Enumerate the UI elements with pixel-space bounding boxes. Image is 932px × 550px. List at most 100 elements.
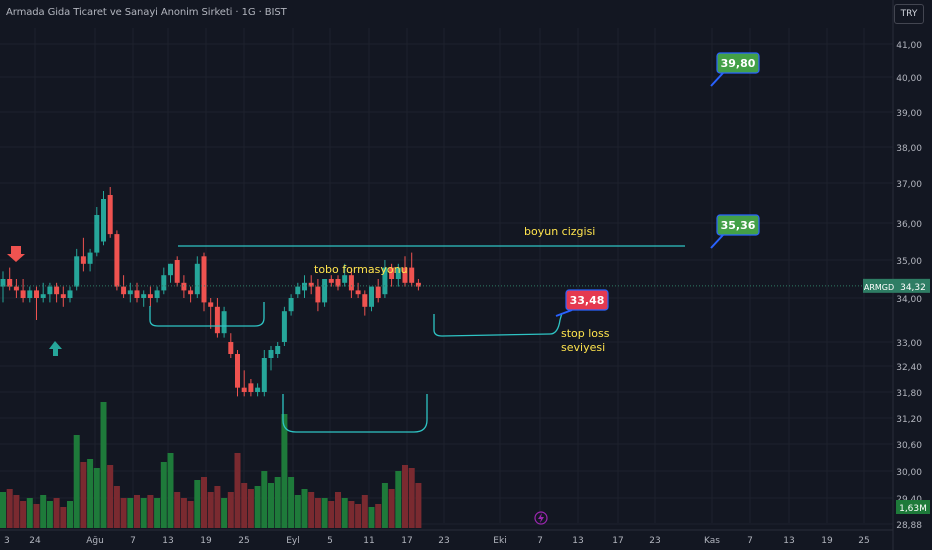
x-tick-label: 23 xyxy=(649,536,660,546)
volume-bar xyxy=(73,435,80,528)
volume-bar xyxy=(221,498,228,528)
volume-bar xyxy=(113,486,120,528)
candle-body xyxy=(54,286,60,295)
symbol-tag: ARMGD xyxy=(864,283,894,292)
x-tick-label: 7 xyxy=(537,536,543,546)
candle-body xyxy=(101,199,106,242)
currency-button[interactable]: TRY xyxy=(894,4,924,24)
candle-body xyxy=(248,383,254,392)
candle-body xyxy=(107,195,113,235)
candle-body xyxy=(94,215,100,253)
x-tick-label: 19 xyxy=(821,536,833,546)
pattern-label: tobo formasyonu xyxy=(314,263,408,276)
x-tick-label: 25 xyxy=(238,536,249,546)
candle-body xyxy=(261,358,267,392)
volume-bar xyxy=(308,492,315,528)
candle-body xyxy=(168,263,173,276)
volume-bar xyxy=(46,501,53,528)
candle-body xyxy=(255,387,261,392)
x-tick-label: Eyl xyxy=(286,536,300,546)
volume-bar xyxy=(314,498,321,528)
candle-body xyxy=(302,282,307,291)
y-tick-label: 31,20 xyxy=(896,415,922,425)
volume-bar xyxy=(194,480,201,528)
last-price-tag: 34,32 xyxy=(900,283,926,293)
stop-loss-label-line2: seviyesi xyxy=(561,341,605,354)
volume-bar xyxy=(388,489,395,528)
volume-bar xyxy=(294,495,301,528)
volume-bar xyxy=(281,414,288,528)
volume-bar xyxy=(227,492,234,528)
candle-body xyxy=(235,354,240,388)
candle-body xyxy=(13,286,19,291)
y-tick-label: 36,00 xyxy=(896,220,922,230)
neckline-label: boyun cizgisi xyxy=(524,225,595,238)
candle-body xyxy=(375,286,381,298)
right-shoulder-bracket xyxy=(433,312,563,337)
volume-tag-bg xyxy=(896,500,930,514)
head-bracket xyxy=(282,394,428,433)
volume-bar xyxy=(395,471,402,528)
candle-body xyxy=(0,279,6,287)
candle-body xyxy=(275,346,281,354)
volume-bar xyxy=(167,453,174,528)
target-callout-1-pointer xyxy=(710,72,724,87)
candle-body xyxy=(402,267,408,283)
stop-callout-box xyxy=(565,289,609,311)
volume-bar xyxy=(147,495,154,528)
candle-body xyxy=(188,290,194,295)
volume-bar xyxy=(13,495,20,528)
volume-bar xyxy=(180,498,187,528)
volume-bar xyxy=(207,492,214,528)
candle-body xyxy=(27,290,33,298)
x-tick-label: 17 xyxy=(401,536,412,546)
candle-body xyxy=(288,298,294,312)
volume-bar xyxy=(140,498,147,528)
volume-bar xyxy=(107,465,114,528)
volume-bar xyxy=(328,501,335,528)
x-tick-label-first: 3 xyxy=(4,536,10,546)
y-tick-label: 30,60 xyxy=(896,441,922,451)
volume-bar xyxy=(127,498,134,528)
candle-body xyxy=(335,279,341,287)
y-tick-label: 32,40 xyxy=(896,363,922,373)
candle-body xyxy=(221,311,227,334)
volume-bar xyxy=(234,453,241,528)
y-tick-label: 31,80 xyxy=(896,389,922,399)
x-tick-label: 24 xyxy=(29,536,41,546)
y-tick-label: 34,00 xyxy=(896,295,922,305)
candle-body xyxy=(409,267,415,283)
volume-bar xyxy=(241,483,248,528)
candle-body xyxy=(315,286,321,303)
x-tick-label: 7 xyxy=(130,536,136,546)
candle-body xyxy=(40,294,46,298)
left-shoulder-bracket xyxy=(149,302,265,327)
candle-body xyxy=(382,267,388,295)
volume-bar xyxy=(247,489,254,528)
volume-bar xyxy=(33,504,40,528)
volume-bar xyxy=(174,492,181,528)
candle-body xyxy=(214,306,220,334)
candle-body xyxy=(80,256,86,264)
x-tick-label: 7 xyxy=(747,536,753,546)
volume-bar xyxy=(301,489,308,528)
candle-body xyxy=(34,290,39,298)
x-tick-label: 13 xyxy=(572,536,583,546)
volume-bar xyxy=(93,468,100,528)
volume-bar xyxy=(60,507,67,528)
candle-body xyxy=(141,294,147,298)
candle-body xyxy=(342,275,348,283)
volume-bar xyxy=(120,498,127,528)
candle-body xyxy=(74,256,80,287)
volume-bar xyxy=(154,498,161,528)
y-tick-label: 35,00 xyxy=(896,257,922,267)
x-tick-label: 11 xyxy=(363,536,374,546)
lightning-glyph xyxy=(538,513,544,523)
candle-body xyxy=(295,286,301,295)
candle-body xyxy=(194,263,200,295)
x-tick-label: 23 xyxy=(438,536,449,546)
candle-body xyxy=(208,302,214,307)
target-callout-1-box xyxy=(716,52,760,74)
candle-body xyxy=(322,279,328,303)
